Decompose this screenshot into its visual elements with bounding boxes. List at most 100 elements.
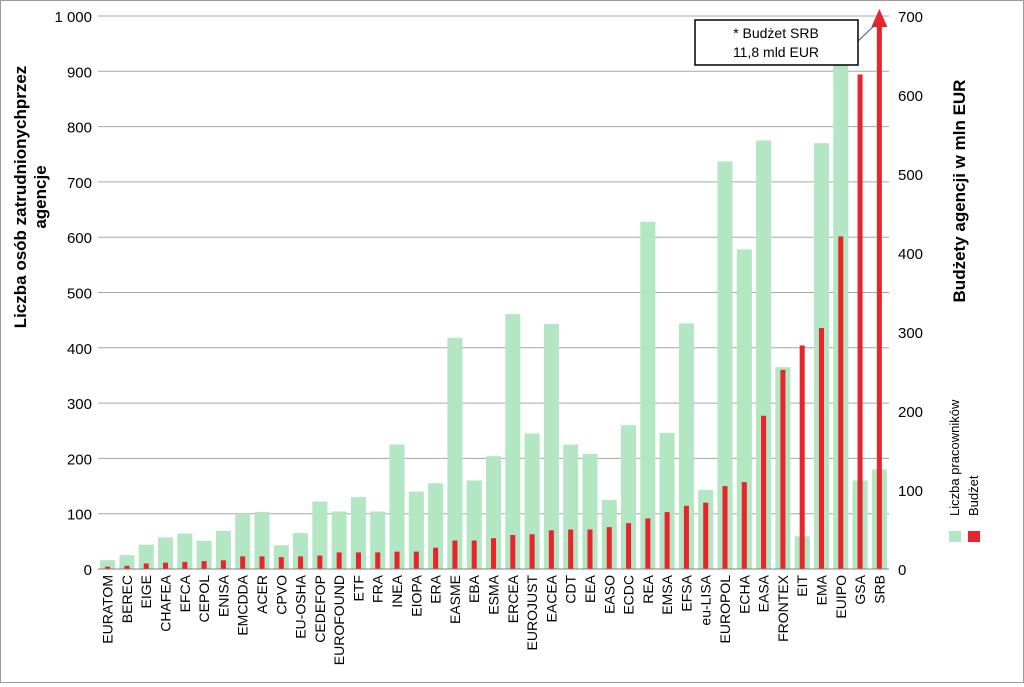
category-label-acer: ACER <box>254 575 270 614</box>
staff-bar-cepol <box>196 540 212 569</box>
category-label-echa: ECHA <box>736 574 752 614</box>
category-label-ercea: ERCEA <box>505 574 521 623</box>
category-label-fra: FRA <box>370 574 386 603</box>
budget-bar-chafea <box>163 562 169 569</box>
staff-bar-chafea <box>158 537 174 569</box>
left-axis-title-line1: Liczba osób zatrudnionychprzez <box>11 66 30 329</box>
category-label-frontex: FRONTEX <box>775 574 791 642</box>
right-tick-label: 300 <box>898 325 923 342</box>
left-tick-label: 700 <box>67 175 92 192</box>
staff-bar-era <box>428 483 444 569</box>
category-label-eacea: EACEA <box>543 574 559 622</box>
budget-bar-eba <box>471 540 477 569</box>
left-tick-label: 900 <box>67 64 92 81</box>
right-tick-label: 100 <box>898 483 923 500</box>
category-label-eea: EEA <box>582 574 598 603</box>
category-label-eit: EIT <box>794 575 810 597</box>
left-tick-label: 800 <box>67 120 92 137</box>
budget-bar-eu-osha <box>298 556 304 569</box>
right-axis-ticks: 0 100 200 300 400 500 600 700 <box>898 9 923 579</box>
category-label-rea: REA <box>640 574 656 603</box>
category-label-ecdc: ECDC <box>621 575 637 615</box>
staff-bars <box>100 63 887 570</box>
staff-bar-acer <box>254 512 270 569</box>
right-axis-title: Budżety agencji w mln EUR <box>950 80 969 303</box>
srb-annotation: * Budżet SRB 11,8 mld EUR <box>694 19 877 66</box>
budget-bar-cedefop <box>317 555 323 569</box>
staff-bar-fra <box>370 511 386 569</box>
staff-bar-ecdc <box>621 425 637 569</box>
budget-bar-eiopa <box>413 551 419 569</box>
category-label-chafea: CHAFEA <box>158 574 174 631</box>
staff-bar-europol <box>717 161 733 569</box>
left-tick-label: 300 <box>67 396 92 413</box>
budget-bar-emsa <box>664 512 670 569</box>
left-tick-label: 500 <box>67 286 92 303</box>
staff-bar-emcdda <box>235 513 251 569</box>
budget-bar-acer <box>259 556 265 569</box>
category-label-eu-lisa: eu-LISA <box>698 574 714 625</box>
budget-bar-eu-lisa <box>703 502 709 569</box>
budget-bar-eurofound <box>336 552 342 569</box>
right-tick-label: 400 <box>898 246 923 263</box>
budget-bar-euratom <box>105 566 111 569</box>
category-label-easa: EASA <box>756 574 772 612</box>
staff-bar-berec <box>119 555 135 569</box>
budget-bar-europol <box>722 486 728 569</box>
staff-bar-efca <box>177 533 193 569</box>
staff-bar-etf <box>350 497 366 569</box>
staff-bar-rea <box>640 221 656 569</box>
gridlines <box>98 15 889 570</box>
staff-bar-eurofound <box>331 511 347 569</box>
category-label-esma: ESMA <box>486 574 502 614</box>
staff-bar-eiopa <box>408 491 424 569</box>
right-tick-label: 700 <box>898 9 923 26</box>
category-label-inea: INEA <box>389 574 405 607</box>
left-axis-ticks: 0 100 200 300 400 500 600 700 800 900 1 000 <box>54 9 92 579</box>
budget-bar-eurojust <box>529 534 535 569</box>
right-tick-label: 500 <box>898 167 923 184</box>
budget-bar-etf <box>355 552 361 569</box>
category-label-easme: EASME <box>447 575 463 624</box>
left-tick-label: 1 000 <box>54 9 92 26</box>
budget-bar-eea <box>587 529 593 569</box>
staff-bar-esma <box>485 456 502 569</box>
legend-swatch-budget <box>968 531 980 542</box>
budget-bar-ema <box>818 328 824 569</box>
budget-bar-cepol <box>201 561 207 569</box>
budget-bar-inea <box>394 551 400 569</box>
category-label-efca: EFCA <box>177 574 193 612</box>
budget-bar-era <box>433 547 439 569</box>
budget-bar-rea <box>645 518 651 569</box>
legend-label-budget: Budżet <box>966 475 981 516</box>
category-label-enisa: ENISA <box>215 574 231 617</box>
legend: Liczba pracowników Budżet <box>947 399 981 542</box>
budget-bar-ercea <box>510 535 516 569</box>
staff-bar-cdt <box>563 444 579 569</box>
staff-bar-eba <box>466 480 482 569</box>
annotation-line-2: 11,8 mld EUR <box>733 44 819 60</box>
category-label-gsa: GSA <box>852 574 868 604</box>
budget-bar-gsa <box>857 74 863 570</box>
budget-bar-easme <box>452 540 458 569</box>
right-tick-label: 600 <box>898 88 923 105</box>
legend-label-staff: Liczba pracowników <box>947 399 962 516</box>
category-label-eurojust: EUROJUST <box>524 575 540 651</box>
budget-bar-fra <box>375 552 381 569</box>
category-label-ema: EMA <box>813 574 829 605</box>
legend-swatch-staff <box>949 531 961 542</box>
staff-bar-eea <box>582 453 598 569</box>
budget-bar-frontex <box>780 369 786 569</box>
staff-bar-cedefop <box>312 501 328 569</box>
right-tick-label: 0 <box>898 562 906 579</box>
category-label-emcdda: EMCDDA <box>235 574 251 635</box>
staff-bar-echa <box>736 249 752 569</box>
category-label-cpvo: CPVO <box>273 575 289 615</box>
staff-bar-ercea <box>505 314 521 569</box>
staff-bar-eurojust <box>524 433 540 569</box>
staff-bar-easa <box>756 140 772 570</box>
budget-bar-emcdda <box>240 556 246 569</box>
category-label-etf: ETF <box>350 575 366 601</box>
